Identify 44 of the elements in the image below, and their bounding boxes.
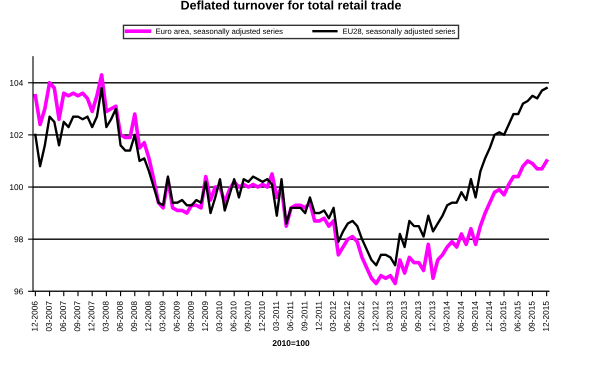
y-tick-label: 96 <box>14 288 23 294</box>
x-tick-label: 12-2014 <box>486 301 492 331</box>
x-tick-label: 03-2014 <box>444 301 450 332</box>
x-tick-label: 12-2006 <box>32 301 38 331</box>
x-tick-label: 03-2012 <box>330 301 336 332</box>
x-axis-title: 2010=100 <box>272 340 310 346</box>
x-tick-label: 09-2008 <box>131 301 138 332</box>
x-tick-label: 06-2010 <box>230 301 236 332</box>
x-tick-label: 06-2007 <box>60 301 66 332</box>
x-tick-label: 12-2013 <box>429 301 436 331</box>
x-tick-label: 09-2009 <box>188 301 194 332</box>
x-tick-label: 09-2014 <box>472 301 478 332</box>
y-tick-label: 98 <box>14 236 23 242</box>
x-tick-label: 06-2008 <box>116 301 123 332</box>
x-tick-label: 03-2011 <box>273 301 280 331</box>
x-tick-label: 09-2010 <box>244 301 251 332</box>
x-tick-label: 03-2010 <box>216 301 222 332</box>
x-tick-label: 06-2013 <box>400 301 407 332</box>
y-tick-label: 104 <box>10 80 24 86</box>
x-tick-label: 12-2008 <box>145 301 152 331</box>
x-tick-label: 09-2011 <box>302 301 308 331</box>
x-tick-label: 03-2009 <box>160 301 166 332</box>
x-tick-label: 06-2015 <box>514 301 520 332</box>
x-tick-label: 09-2013 <box>415 301 422 332</box>
x-tick-label: 03-2013 <box>386 301 393 332</box>
x-tick-label: 12-2007 <box>88 301 94 331</box>
x-tick-label: 03-2007 <box>46 301 52 332</box>
x-tick-label: 03-2008 <box>102 301 109 332</box>
x-tick-label: 12-2015 <box>542 301 549 331</box>
x-tick-label: 12-2009 <box>202 301 208 331</box>
chart-title: Deflated turnover for total retail trade <box>181 0 402 10</box>
x-tick-label: 12-2011 <box>316 301 322 330</box>
x-tick-label: 09-2015 <box>528 301 535 332</box>
y-tick-label: 100 <box>10 184 23 190</box>
x-tick-label: 12-2010 <box>258 301 265 331</box>
x-tick-label: 06-2011 <box>287 301 294 331</box>
x-tick-label: 09-2012 <box>358 301 364 332</box>
x-tick-label: 06-2012 <box>344 301 350 332</box>
x-tick-label: 09-2007 <box>74 301 80 332</box>
y-tick-label: 102 <box>10 132 23 138</box>
x-tick-label: 03-2015 <box>500 301 506 332</box>
x-tick-label: 06-2009 <box>174 301 180 332</box>
x-tick-label: 06-2014 <box>458 301 464 332</box>
x-tick-label: 12-2012 <box>372 301 378 331</box>
